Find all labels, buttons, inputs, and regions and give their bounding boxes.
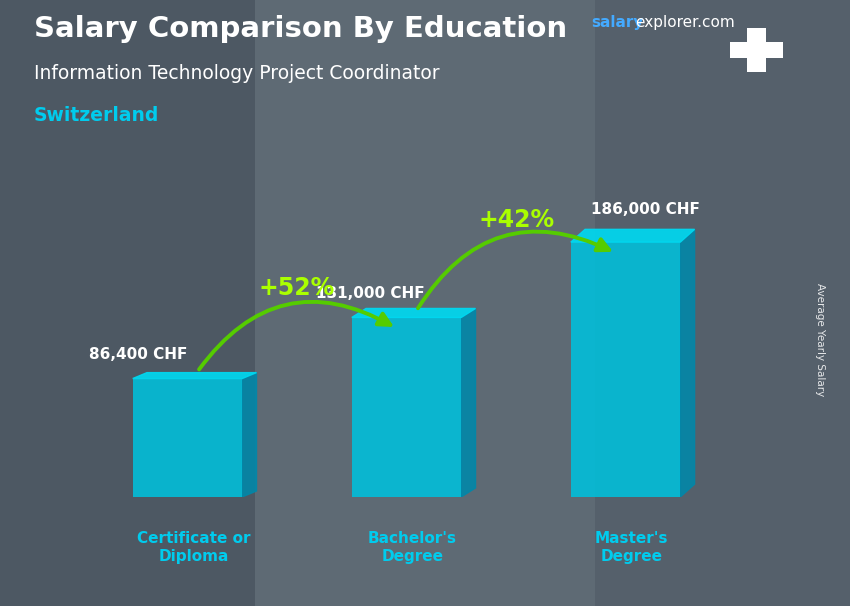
Text: salary: salary: [591, 15, 643, 30]
Text: explorer.com: explorer.com: [635, 15, 734, 30]
Polygon shape: [462, 308, 475, 497]
Polygon shape: [133, 373, 257, 379]
Text: Average Yearly Salary: Average Yearly Salary: [815, 283, 825, 396]
Text: 86,400 CHF: 86,400 CHF: [88, 347, 187, 362]
Text: +52%: +52%: [259, 276, 335, 301]
Polygon shape: [352, 308, 475, 318]
Polygon shape: [571, 229, 694, 242]
Text: 131,000 CHF: 131,000 CHF: [316, 286, 425, 301]
Text: Bachelor's
Degree: Bachelor's Degree: [368, 531, 457, 564]
Bar: [255, 0, 595, 606]
Polygon shape: [242, 373, 257, 497]
Bar: [352, 318, 462, 497]
Text: Salary Comparison By Education: Salary Comparison By Education: [34, 15, 567, 43]
Bar: [729, 42, 783, 58]
Bar: [595, 0, 850, 606]
Text: Master's
Degree: Master's Degree: [595, 531, 668, 564]
Text: Switzerland: Switzerland: [34, 106, 159, 125]
Bar: [571, 242, 680, 497]
Polygon shape: [680, 229, 694, 497]
Text: +42%: +42%: [478, 208, 554, 232]
Text: Certificate or
Diploma: Certificate or Diploma: [137, 531, 250, 564]
Bar: [747, 28, 766, 72]
Text: Information Technology Project Coordinator: Information Technology Project Coordinat…: [34, 64, 439, 82]
Bar: [0, 0, 255, 606]
Text: 186,000 CHF: 186,000 CHF: [591, 202, 700, 218]
Bar: [133, 379, 242, 497]
